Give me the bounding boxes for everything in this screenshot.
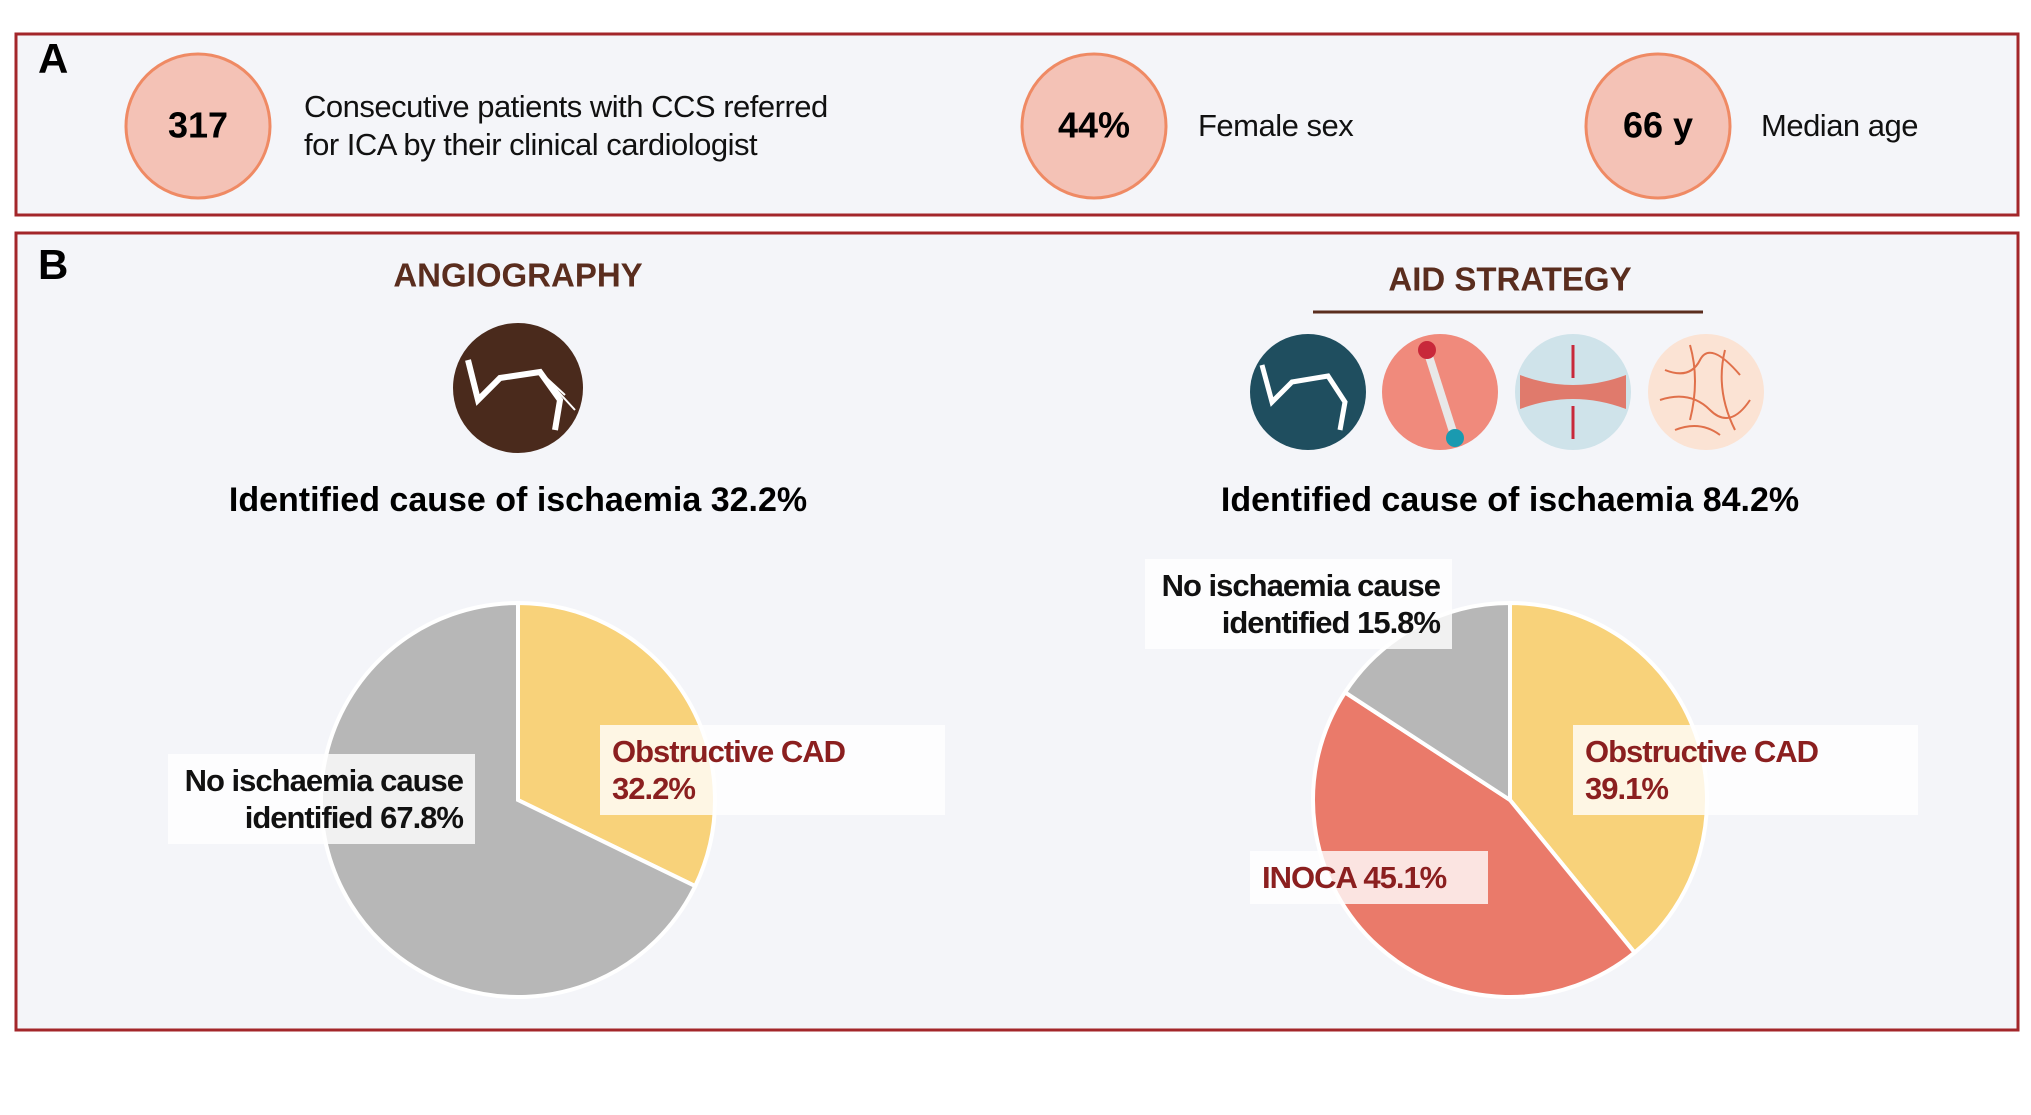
chart-title: AID STRATEGY [1388, 261, 1631, 298]
chart-subtitle: Identified cause of ischaemia 32.2% [229, 481, 807, 519]
pie-slice [319, 600, 698, 999]
slice-label: INOCA 45.1% [1250, 851, 1488, 904]
panel-letter: B [38, 241, 68, 288]
panel-letter: A [38, 35, 68, 82]
aid-icons [1250, 334, 1764, 450]
chart-subtitle: Identified cause of ischaemia 84.2% [1221, 481, 1799, 519]
slice-label: Obstructive CAD 32.2% [600, 725, 945, 815]
stat-text: Female sex [1198, 108, 1354, 143]
stat-value: 66 y [1623, 105, 1693, 146]
slice-label: Obstructive CAD 39.1% [1573, 725, 1918, 815]
slice-label: No ischaemia cause identified 15.8% [1145, 559, 1452, 649]
angiography-icon [453, 323, 583, 453]
pie-slice [1311, 689, 1638, 999]
stat-value: 44% [1058, 105, 1130, 146]
stat-circle [1584, 52, 1732, 200]
slice-label: No ischaemia cause identified 67.8% [168, 754, 475, 844]
stat-circle [124, 52, 272, 200]
stat-circle [1020, 52, 1168, 200]
stat-text: Median age [1761, 108, 1919, 143]
stat-value: 317 [168, 105, 228, 146]
chart-title: ANGIOGRAPHY [393, 257, 642, 294]
stat-text: Consecutive patients with CCS referred f… [304, 89, 828, 162]
